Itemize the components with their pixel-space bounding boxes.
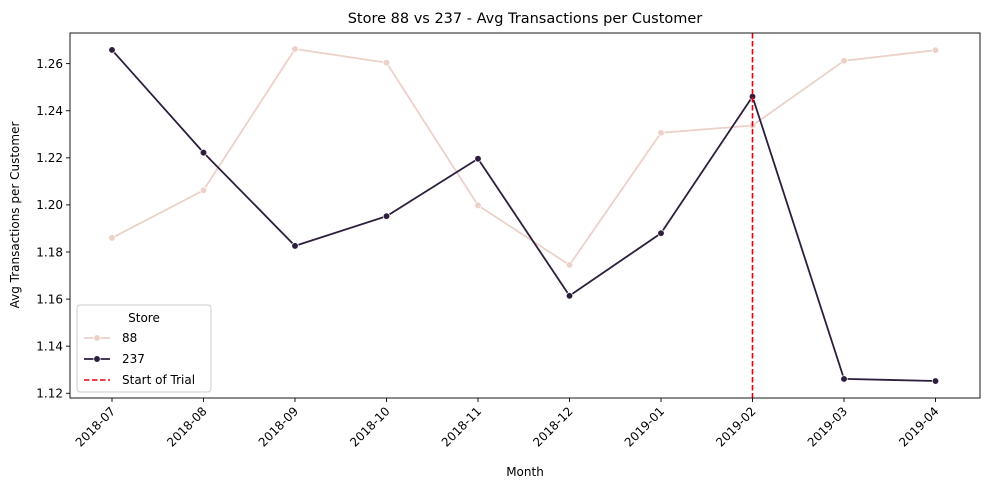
x-tick-label: 2018-08 [164, 404, 209, 449]
data-point-store-88 [565, 261, 574, 269]
legend-entry-store-237: 237 [122, 352, 145, 366]
data-point-store-88 [291, 45, 299, 53]
y-tick-label: 1.24 [36, 104, 63, 118]
legend-title: Store [128, 311, 160, 325]
y-tick-label: 1.26 [36, 57, 63, 71]
legend-entry-store-88: 88 [122, 331, 137, 345]
chart-title: Store 88 vs 237 - Avg Transactions per C… [348, 11, 703, 27]
data-point-store-88 [931, 46, 940, 54]
data-point-store-237 [657, 229, 665, 237]
data-point-store-88 [199, 186, 208, 194]
y-tick-label: 1.20 [36, 198, 63, 212]
x-tick-label: 2019-01 [622, 404, 667, 449]
series-line-store-88 [111, 48, 936, 266]
x-axis-label: Month [506, 465, 544, 479]
y-tick-label: 1.16 [36, 292, 63, 306]
data-point-store-88 [840, 57, 848, 65]
data-point-store-237 [565, 292, 574, 300]
legend-entry-start-of-trial: Start of Trial [122, 373, 195, 387]
x-tick-label: 2019-03 [805, 404, 850, 449]
y-tick-label: 1.22 [36, 151, 63, 165]
data-point-store-237 [474, 155, 482, 163]
data-point-store-88 [474, 201, 482, 210]
x-tick-label: 2019-02 [713, 404, 758, 449]
y-tick-label: 1.14 [36, 339, 63, 353]
data-point-store-237 [840, 375, 848, 383]
data-point-store-88 [108, 234, 116, 242]
data-point-store-237 [108, 46, 116, 54]
y-tick-label: 1.18 [36, 245, 63, 259]
x-tick-label: 2018-11 [439, 404, 484, 449]
plot-frame [69, 32, 981, 399]
data-point-store-237 [199, 148, 208, 157]
x-tick-label: 2018-12 [530, 404, 575, 449]
x-tick-label: 2018-07 [73, 404, 118, 449]
series-line-store-237 [111, 49, 936, 382]
y-tick-label: 1.12 [36, 387, 63, 401]
legend-marker-store-88 [93, 334, 101, 342]
legend-frame [76, 304, 212, 393]
y-axis-label: Avg Transactions per Customer [8, 122, 22, 309]
data-point-store-237 [291, 242, 299, 250]
data-point-store-88 [657, 129, 665, 137]
x-tick-label: 2019-04 [896, 404, 941, 449]
data-point-store-237 [382, 212, 391, 220]
data-point-store-237 [931, 377, 940, 385]
x-tick-label: 2018-09 [256, 404, 301, 449]
data-point-store-88 [382, 59, 391, 67]
legend-marker-store-237 [93, 355, 101, 363]
x-tick-label: 2018-10 [347, 404, 392, 449]
legend: Store 88 237 Start of Trial [76, 304, 212, 393]
